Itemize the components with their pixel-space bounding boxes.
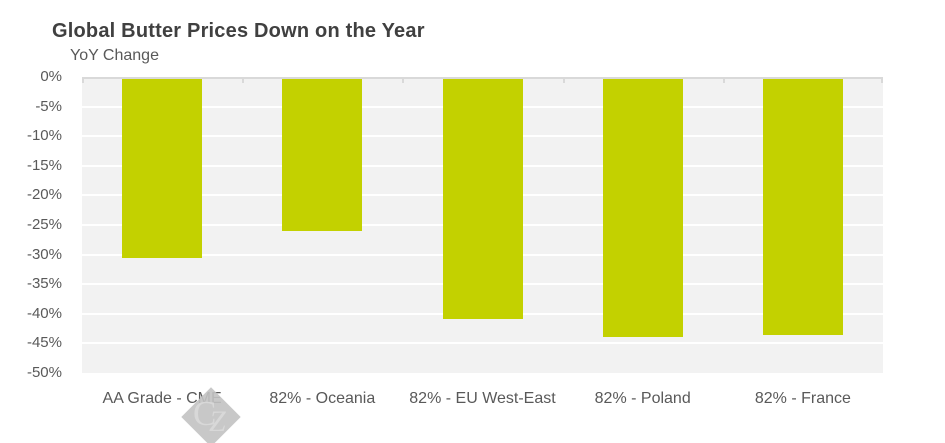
category-boundary-tick xyxy=(563,79,565,83)
y-tick-label: -25% xyxy=(26,216,62,233)
x-category-label: 82% - France xyxy=(754,390,851,407)
category-boundary-tick xyxy=(82,79,84,83)
chart-subtitle: YoY Change xyxy=(70,47,159,64)
category-boundary-tick xyxy=(402,79,404,83)
y-tick-label: -35% xyxy=(26,275,62,293)
category-boundary-tick xyxy=(723,79,725,83)
y-axis: 0% -5% -10% -15% -20% -25% -30% -35% -40% -45% -50… xyxy=(0,68,62,381)
x-axis: AA Grade - CME 82% - Oceania 82% - EU West… xyxy=(82,389,883,439)
plot-area: C Z xyxy=(82,77,883,443)
y-tick-label: -20% xyxy=(26,186,62,204)
y-tick-label: -45% xyxy=(26,334,62,352)
watermark-letter-z: Z xyxy=(209,405,226,438)
bar-5 xyxy=(762,79,843,335)
x-category-label: 82% - EU West-East xyxy=(409,390,556,407)
bar-2 xyxy=(282,79,363,231)
category-boundary-tick xyxy=(242,79,244,83)
x-category-label: AA Grade - CME xyxy=(102,390,222,407)
y-tick-label: -40% xyxy=(26,304,62,322)
bar-1 xyxy=(122,79,203,258)
y-tick-label: -10% xyxy=(26,127,62,145)
y-tick-label: -5% xyxy=(35,97,62,115)
watermark-letter-c: C xyxy=(193,394,217,433)
chart-title: Global Butter Prices Down on the Year xyxy=(52,20,425,42)
y-tick-label: -30% xyxy=(26,245,62,263)
cz-watermark-logo: C Z xyxy=(180,386,242,443)
category-boundary-tick xyxy=(881,79,883,83)
bar-3 xyxy=(442,79,523,319)
y-tick-label: 0% xyxy=(40,68,62,85)
x-category-label: 82% - Oceania xyxy=(269,390,376,407)
y-tick-label: -15% xyxy=(26,156,62,174)
watermark-letters: C Z xyxy=(180,386,242,443)
gridline xyxy=(82,342,883,345)
x-category-label: 82% - Poland xyxy=(594,390,691,407)
bar-4 xyxy=(602,79,683,338)
zero-axis-line xyxy=(82,77,883,79)
y-tick-label: -50% xyxy=(26,364,62,381)
